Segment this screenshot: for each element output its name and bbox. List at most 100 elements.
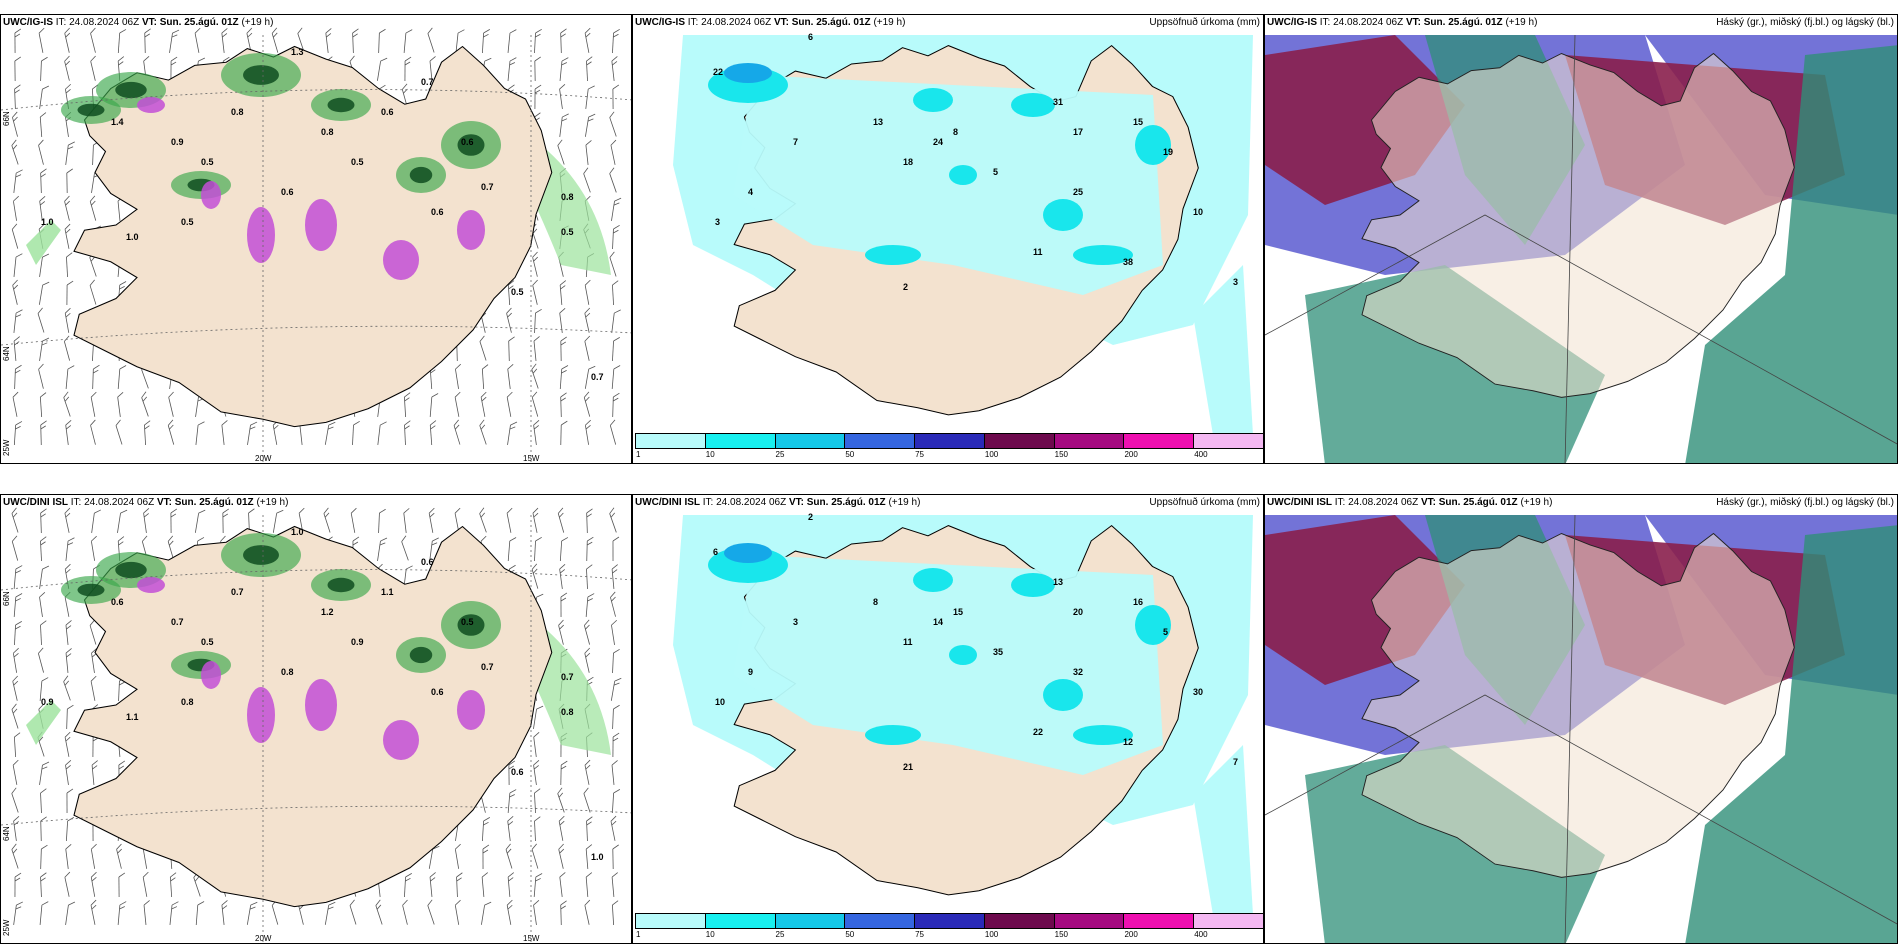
wind-barb — [195, 901, 205, 926]
wind-barb — [13, 421, 23, 446]
wind-swath — [26, 700, 61, 745]
gust-value: 1.4 — [111, 117, 124, 127]
precip-value: 6 — [808, 32, 813, 42]
wind-barb — [375, 899, 383, 925]
colorbar-swatch — [774, 433, 846, 449]
wind-barb — [144, 420, 151, 446]
wind-barb — [13, 253, 23, 277]
precip-value: 3 — [1233, 277, 1238, 287]
wind-barb — [533, 705, 544, 729]
wind-barb — [170, 56, 178, 82]
wind-barb — [531, 363, 539, 389]
cloud-map[interactable] — [1265, 15, 1898, 464]
wind-barb — [352, 420, 360, 446]
wind-barb — [429, 872, 436, 897]
wind-barb — [66, 704, 74, 730]
wind-barb — [38, 363, 44, 389]
colorbar-tick: 10 — [705, 450, 715, 459]
panel-dini-cloud: UWC/DINI ISL IT: 24.08.2024 06Z VT: Sun.… — [1264, 494, 1898, 944]
colorbar-swatch — [914, 433, 985, 449]
wind-barb — [533, 732, 540, 757]
wind-barb — [65, 420, 72, 445]
wind-barb — [427, 899, 435, 925]
colorbar-swatch — [844, 433, 916, 449]
wind-barb — [610, 677, 622, 701]
wind-barb — [39, 761, 50, 785]
wind-barb — [40, 420, 47, 446]
wind-barb — [63, 391, 71, 417]
gust-value: 0.5 — [511, 287, 524, 297]
wind-barb — [89, 619, 97, 645]
wind-barb — [378, 28, 386, 54]
wind-barb — [39, 196, 46, 221]
lon-label: 20W — [255, 454, 272, 463]
panel-header: UWC/DINI ISL IT: 24.08.2024 06Z VT: Sun.… — [3, 497, 289, 508]
lat-label: 66N — [2, 591, 11, 606]
precip-value: 8 — [953, 127, 958, 137]
wind-barb — [14, 84, 21, 110]
wind-barb — [297, 27, 305, 53]
colorbar-tick: 75 — [915, 450, 925, 459]
wind-barb — [170, 508, 178, 534]
wind-barb — [534, 84, 542, 110]
wind-barb — [560, 392, 567, 418]
heavy-precip — [708, 63, 1171, 265]
wind-barb — [557, 507, 565, 533]
panel-right-title: Uppsöfnuð úrkoma (mm) — [1149, 497, 1260, 508]
wind-barb — [559, 280, 567, 305]
wind-barb — [609, 167, 617, 193]
precip-value: 2 — [808, 512, 813, 522]
wind-barb — [39, 337, 50, 361]
wind-barb — [13, 901, 23, 925]
wind-barb — [66, 280, 74, 306]
gust-value: 0.7 — [171, 617, 184, 627]
precip-map[interactable]: 6 4 3 2 13 8 5 31 17 25 15 38 11 18 24 22 7 19 10 3 — [633, 15, 1264, 464]
wind-barb — [507, 29, 517, 53]
wind-barb — [508, 760, 516, 786]
colorbar-tick: 50 — [845, 930, 855, 939]
panel-right-title: Háský (gr.), miðský (fj.bl.) og lágský (… — [1716, 497, 1894, 508]
wind-barb — [117, 509, 128, 533]
wind-barb — [117, 29, 127, 54]
graticule — [1265, 214, 1897, 445]
gust-value: 0.6 — [431, 207, 444, 217]
cloud-map[interactable] — [1265, 495, 1898, 944]
lon-label: 20W — [255, 934, 272, 943]
wind-barb — [65, 620, 72, 645]
precip-value: 32 — [1073, 667, 1083, 677]
wind-barb — [560, 760, 568, 786]
colorbar-tick: 25 — [775, 930, 785, 939]
wind-barb — [610, 815, 617, 841]
wind-barb — [534, 28, 542, 54]
gust-value: 1.1 — [126, 712, 139, 722]
precip-value: 21 — [903, 762, 913, 772]
gust-value: 0.8 — [561, 707, 574, 717]
wind-barb — [586, 816, 593, 842]
gust-value: 0.6 — [421, 557, 434, 567]
wind-map[interactable]: 66N 64N 25W 20W 15W 1.3 1.0 0.9 0.7 0.5 0.6 0.8 1.0 0… — [1, 15, 632, 464]
wind-barb — [609, 507, 617, 533]
gust-value: 1.1 — [381, 587, 394, 597]
wind-barb — [482, 817, 491, 842]
lon-label: 15W — [523, 454, 540, 463]
wind-barb — [586, 508, 593, 534]
wind-barb — [40, 168, 47, 194]
wind-barb — [611, 564, 618, 589]
wind-barb — [272, 509, 284, 533]
high-cloud — [1685, 45, 1897, 463]
wind-barb — [14, 56, 22, 82]
wind-barb — [64, 731, 71, 757]
wind-barb — [65, 141, 75, 165]
wind-barb — [324, 901, 336, 925]
wind-barb — [246, 901, 258, 925]
wind-barb — [609, 111, 617, 137]
wind-barb — [585, 593, 595, 617]
wind-barb — [507, 364, 514, 389]
colorbar-tick: 100 — [984, 930, 999, 939]
precip-value: 15 — [1133, 117, 1143, 127]
wind-barb — [559, 365, 569, 390]
wind-barb — [481, 364, 489, 390]
